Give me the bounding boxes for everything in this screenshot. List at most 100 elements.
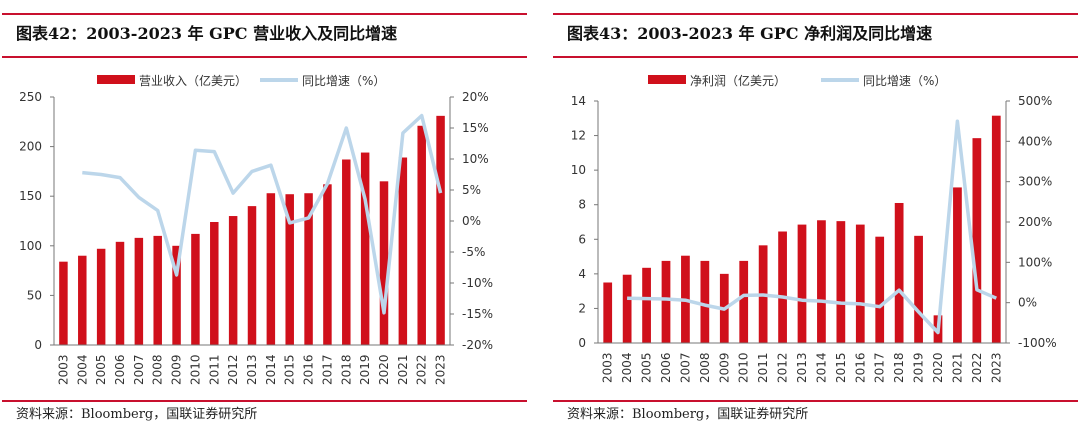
- x-tick-label: 2011: [207, 354, 221, 385]
- footer-rule: [2, 400, 527, 402]
- bar-2016: [304, 193, 313, 345]
- x-tick-label: 2018: [892, 352, 906, 383]
- chart-svg: 营业收入（亿美元） 同比增速（%） 0 50 100 150 200 250 -20% -15% -…: [19, 73, 493, 385]
- x-tick-label: 2007: [678, 352, 692, 383]
- growth-line: [627, 119, 997, 335]
- x-tick-label: 2022: [415, 354, 429, 385]
- x-tick-label: 2020: [931, 352, 945, 383]
- right-tick-label: 5%: [462, 183, 481, 197]
- right-tick-label: 500%: [1018, 94, 1052, 108]
- bar-2020: [379, 181, 389, 345]
- bar-2014: [266, 193, 276, 345]
- bar-2006: [115, 241, 125, 345]
- left-tick-label: 0: [34, 338, 42, 352]
- x-tick-label: 2022: [970, 352, 984, 383]
- bar-2018: [342, 159, 351, 345]
- x-tick-label: 2023: [989, 352, 1003, 383]
- bar-2005: [96, 248, 106, 345]
- header-rule-bottom: [553, 56, 1078, 58]
- header-rule-bottom: [2, 56, 527, 58]
- bar-2013: [247, 206, 257, 345]
- bar-2022: [972, 138, 982, 343]
- left-tick-label: 150: [19, 189, 42, 203]
- x-tick-label: 2010: [188, 354, 202, 385]
- chart-svg: 净利润（亿美元） 同比增速（%） 0 2 4 6 8 10 12 14 -100% 0% 100% 200…: [571, 73, 1057, 383]
- x-tick-label: 2018: [339, 354, 353, 385]
- legend-bar-label: 营业收入（亿美元）: [139, 73, 247, 88]
- legend-line-label: 同比增速（%）: [863, 74, 946, 88]
- x-tick-label: 2012: [226, 354, 240, 385]
- bar-2023: [436, 115, 445, 346]
- right-tick-label: 100%: [1018, 255, 1052, 269]
- x-tick-label: 2004: [75, 354, 89, 385]
- legend-line-label: 同比增速（%）: [302, 74, 385, 88]
- right-tick-label: -20%: [462, 338, 493, 352]
- x-tick-label: 2017: [873, 352, 887, 383]
- left-tick-label: 2: [578, 301, 586, 315]
- x-tick-label: 2015: [834, 352, 848, 383]
- x-tick-label: 2014: [264, 354, 278, 385]
- right-tick-label: -5%: [462, 245, 485, 259]
- right-tick-label: 20%: [462, 90, 489, 104]
- left-tick-label: 6: [578, 232, 586, 246]
- bar-2017: [875, 236, 885, 343]
- bar-2021: [953, 187, 962, 343]
- header-rule-top: [2, 13, 527, 15]
- x-tick-label: 2009: [717, 352, 731, 383]
- right-tick-label: 200%: [1018, 215, 1052, 229]
- bar-2013: [797, 224, 807, 343]
- right-tick-label: 15%: [462, 121, 489, 135]
- bar-2006: [661, 260, 671, 343]
- bar-2017: [323, 184, 332, 345]
- right-tick-label: 0%: [1018, 296, 1037, 310]
- bar-2010: [191, 233, 200, 345]
- bar-2011: [210, 221, 219, 345]
- left-tick-label: 4: [578, 267, 586, 281]
- x-tick-label: 2003: [601, 352, 615, 383]
- x-tick-label: 2005: [94, 354, 108, 385]
- bar-2009: [172, 245, 181, 345]
- x-tick-label: 2007: [132, 354, 146, 385]
- bar-2015: [285, 194, 294, 345]
- x-tick-label: 2006: [113, 354, 127, 385]
- left-tick-label: 12: [571, 129, 586, 143]
- bar-2003: [59, 261, 68, 345]
- bar-2023: [991, 115, 1001, 343]
- x-tick-label: 2005: [640, 352, 654, 383]
- x-tick-label: 2019: [358, 354, 372, 385]
- x-tick-label: 2004: [620, 352, 634, 383]
- bar-2012: [778, 231, 787, 343]
- x-tick-label: 2012: [776, 352, 790, 383]
- left-tick-label: 0: [578, 336, 586, 350]
- right-tick-label: 0%: [462, 214, 481, 228]
- left-tick-label: 50: [27, 288, 42, 302]
- right-tick-label: -15%: [462, 307, 493, 321]
- bar-2021: [398, 157, 408, 345]
- bar-2008: [153, 235, 162, 345]
- source-note: 资料来源：Bloomberg，国联证券研究所: [567, 407, 809, 422]
- bar-2010: [739, 260, 749, 343]
- x-tick-label: 2019: [912, 352, 926, 383]
- header-rule-top: [553, 13, 1078, 15]
- x-tick-label: 2020: [377, 354, 391, 385]
- left-tick-label: 14: [571, 94, 586, 108]
- left-tick-label: 10: [571, 163, 586, 177]
- chart-panel-revenue: 图表42：2003-2023 年 GPC 营业收入及同比增速 营业收入（亿美元）…: [2, 0, 527, 431]
- chart-title: 图表43：2003-2023 年 GPC 净利润及同比增速: [567, 24, 933, 43]
- x-tick-label: 2011: [756, 352, 770, 383]
- right-tick-label: 10%: [462, 152, 489, 166]
- x-tick-label: 2006: [659, 352, 673, 383]
- left-tick-label: 8: [578, 198, 586, 212]
- x-tick-label: 2010: [737, 352, 751, 383]
- footer-rule: [553, 400, 1078, 402]
- bar-2012: [228, 216, 238, 345]
- bar-2015: [836, 221, 846, 343]
- bar-2004: [622, 274, 632, 343]
- bar-2003: [603, 282, 613, 343]
- x-tick-label: 2013: [795, 352, 809, 383]
- bar-2005: [642, 267, 651, 343]
- right-tick-label: 300%: [1018, 175, 1052, 189]
- right-tick-label: -10%: [462, 276, 493, 290]
- x-tick-label: 2016: [302, 354, 316, 385]
- growth-line: [82, 113, 443, 315]
